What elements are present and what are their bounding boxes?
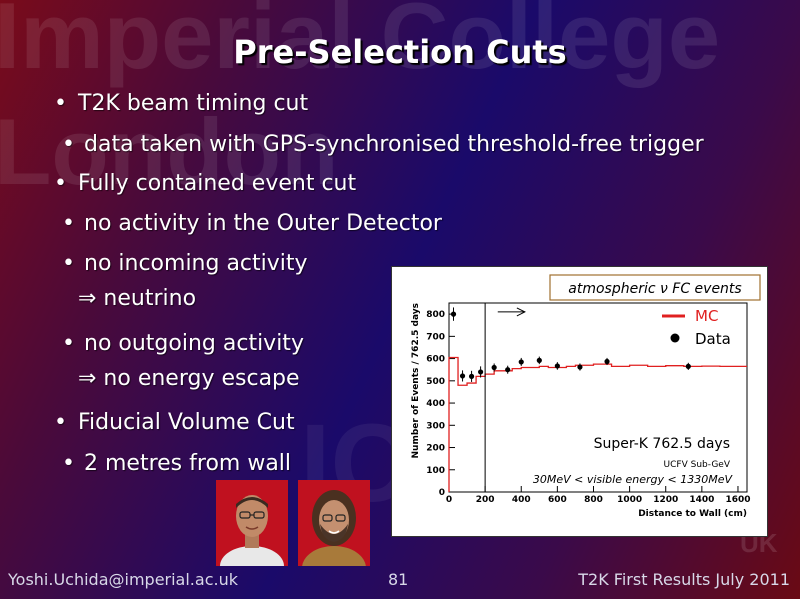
data-point [505, 367, 511, 373]
data-point [468, 373, 475, 379]
watermark-london: London [0, 99, 339, 204]
chart-title: atmospheric ν FC events [568, 281, 741, 297]
slide-title: Pre-Selection Cuts [233, 33, 567, 71]
data-point [518, 359, 524, 365]
data-point [491, 364, 497, 371]
bullet-icon: • [62, 132, 75, 157]
y-axis-label: Number of Events / 762.5 days [411, 303, 421, 458]
bullet-fiducial-volume: Fiducial Volume Cut [78, 410, 295, 435]
sub-bullet-outgoing: no outgoing activity [84, 331, 304, 356]
y-tick-label: 200 [426, 444, 445, 454]
legend-data-label: Data [695, 330, 731, 348]
data-point [478, 369, 484, 375]
bullet-icon: • [54, 171, 67, 196]
annotation-exposure: Super-K 762.5 days [594, 436, 730, 452]
footer-page-number: 81 [388, 570, 409, 589]
watermark-imperial-college: Imperial College [0, 0, 721, 88]
bullet-icon: • [54, 410, 67, 435]
footer-event: T2K First Results July 2011 [578, 570, 790, 589]
x-tick-label: 1200 [653, 495, 678, 505]
annotation-energy: 30MeV < visible energy < 1330MeV [533, 473, 734, 486]
sub-bullet-outer-detector: no activity in the Outer Detector [84, 211, 442, 236]
x-tick-label: 800 [584, 495, 603, 505]
y-tick-label: 700 [426, 332, 445, 342]
legend-data-marker [670, 333, 680, 343]
y-tick-label: 0 [439, 488, 445, 498]
annotation-sample: UCFV Sub-GeV [664, 460, 731, 470]
chart-title-box [549, 274, 761, 301]
chart: 0 200 400 600 800 1000 1200 1400 1600 0 100 200 300 4… [411, 274, 761, 519]
data-point [685, 363, 691, 369]
data-point [577, 364, 583, 370]
x-tick-label: 400 [512, 495, 531, 505]
x-tick-label: 1600 [725, 495, 750, 505]
implies-no-energy-escape: ⇒ no energy escape [78, 366, 300, 391]
bullet-beam-timing: T2K beam timing cut [78, 91, 309, 116]
bullet-icon: • [62, 251, 75, 276]
data-point [554, 363, 560, 369]
x-tick-label: 600 [548, 495, 567, 505]
footer-email: Yoshi.Uchida@imperial.ac.uk [8, 570, 238, 589]
data-point [536, 357, 542, 363]
bullet-icon: • [62, 451, 75, 476]
mc-step-line [448, 356, 747, 492]
legend-mc-label: MC [695, 307, 718, 325]
y-tick-label: 300 [426, 421, 445, 431]
speaker-photo-1 [216, 480, 288, 566]
data-point [604, 358, 610, 365]
x-axis-label: Distance to Wall (cm) [638, 509, 747, 519]
y-tick-label: 500 [426, 377, 445, 387]
y-tick-label: 800 [426, 310, 445, 320]
sub-bullet-gps-trigger: data taken with GPS-synchronised thresho… [84, 132, 704, 157]
y-tick-label: 600 [426, 355, 445, 365]
sub-bullet-incoming: no incoming activity [84, 251, 308, 276]
speaker-photo-2 [298, 480, 370, 566]
y-tick-label: 400 [426, 399, 445, 409]
implies-neutrino: ⇒ neutrino [78, 286, 197, 311]
x-tick-label: 1400 [689, 495, 714, 505]
bullet-icon: • [62, 211, 75, 236]
x-tick-label: 0 [446, 495, 452, 505]
y-tick-label: 100 [426, 466, 445, 476]
bullet-icon: • [54, 91, 67, 116]
bullet-icon: • [62, 331, 75, 356]
cut-arrow-head [516, 307, 526, 317]
sub-bullet-two-metres: 2 metres from wall [84, 451, 292, 476]
x-tick-label: 200 [476, 495, 495, 505]
data-point [459, 373, 466, 379]
chart-panel: 0 200 400 600 800 1000 1200 1400 1600 0 100 200 300 4… [391, 266, 768, 537]
bullet-fully-contained: Fully contained event cut [78, 171, 357, 196]
x-tick-label: 1000 [617, 495, 642, 505]
data-point [450, 311, 457, 317]
